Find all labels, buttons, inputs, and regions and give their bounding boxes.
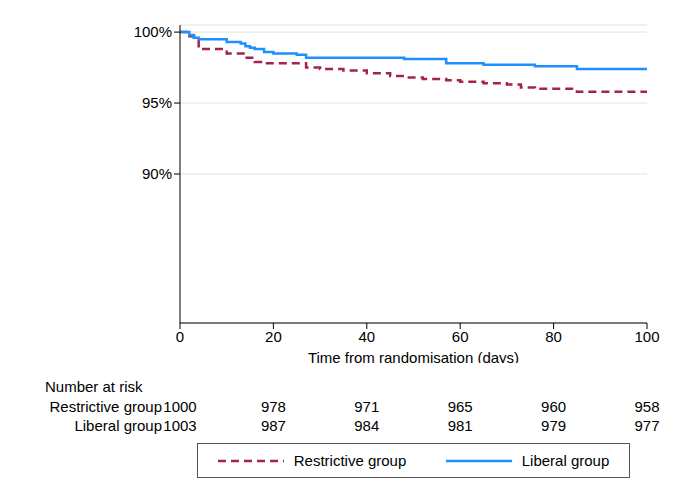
svg-text:Time from randomisation (days): Time from randomisation (days) bbox=[308, 349, 519, 363]
svg-text:80: 80 bbox=[545, 328, 562, 345]
html-text:978: 978 bbox=[260, 398, 286, 415]
html-text:979: 979 bbox=[541, 417, 567, 434]
html-text:Liberal group 1003: Liberal group 1003 bbox=[74, 417, 197, 434]
svg-text:100%: 100% bbox=[134, 23, 172, 40]
html-text:965: 965 bbox=[447, 398, 473, 415]
html-text:Liberal group: Liberal group bbox=[521, 452, 610, 469]
html-text:981: 981 bbox=[447, 417, 473, 434]
html-text:960: 960 bbox=[541, 398, 567, 415]
html-text:984: 984 bbox=[354, 417, 380, 434]
svg-text:95%: 95% bbox=[142, 94, 172, 111]
svg-text:20: 20 bbox=[265, 328, 282, 345]
svg-text:60: 60 bbox=[452, 328, 469, 345]
html-text:971: 971 bbox=[354, 398, 380, 415]
html-text:987: 987 bbox=[260, 417, 286, 434]
svg-text:90%: 90% bbox=[142, 165, 172, 182]
svg-text:100: 100 bbox=[634, 328, 659, 345]
html-text:977: 977 bbox=[634, 417, 660, 434]
svg-text:40: 40 bbox=[358, 328, 375, 345]
html-text:Restrictive group 1000: Restrictive group 1000 bbox=[49, 398, 197, 415]
html-text:958: 958 bbox=[634, 398, 660, 415]
html-text:Number at risk: Number at risk bbox=[45, 378, 143, 395]
svg-text:0: 0 bbox=[176, 328, 184, 345]
html-text:Restrictive group: Restrictive group bbox=[293, 452, 407, 469]
